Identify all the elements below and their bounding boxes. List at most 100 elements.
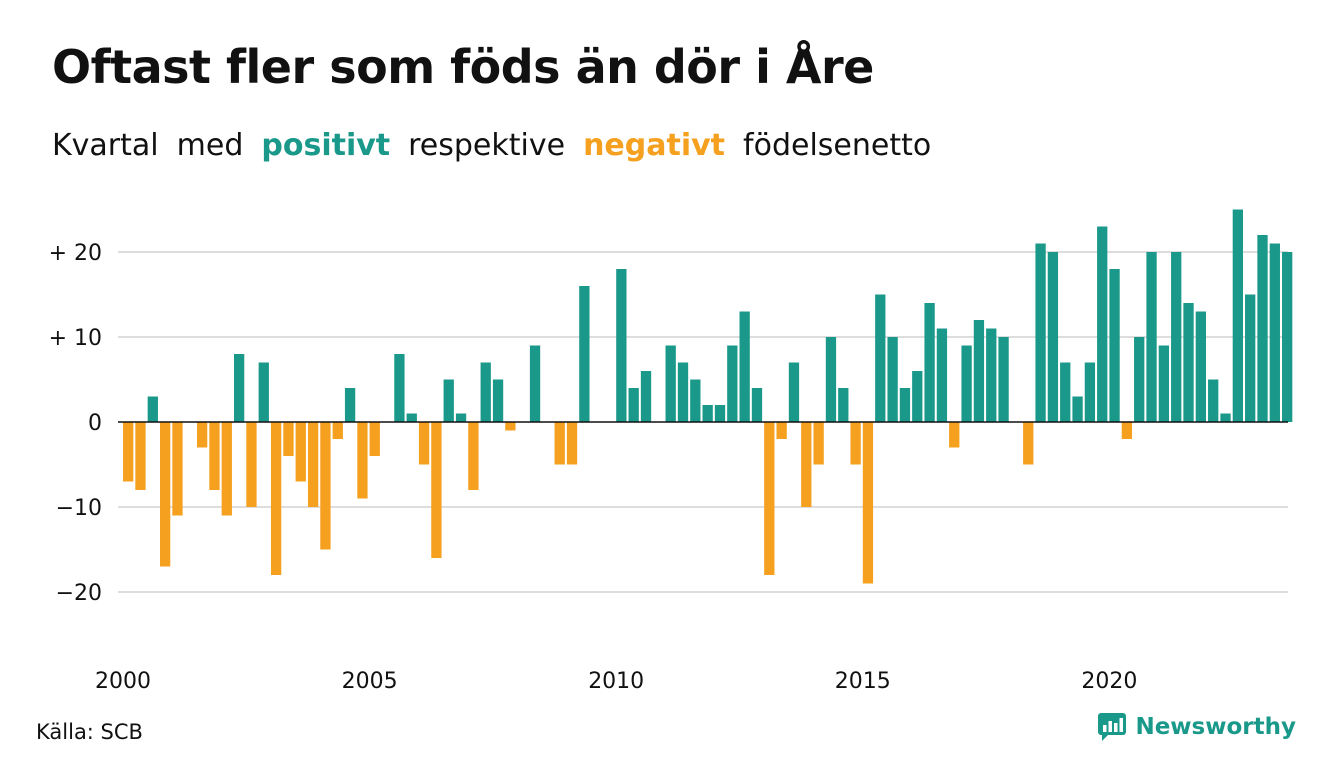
bar-positive bbox=[1084, 362, 1096, 422]
bar-positive bbox=[480, 362, 491, 422]
x-tick-label: 2000 bbox=[95, 669, 151, 694]
bar-negative bbox=[246, 422, 257, 507]
bar-positive bbox=[825, 337, 837, 422]
bar-positive bbox=[394, 354, 405, 422]
bar-positive bbox=[1035, 243, 1046, 422]
bar-positive bbox=[628, 388, 639, 422]
bar-positive bbox=[1171, 252, 1182, 422]
bar-negative bbox=[332, 422, 343, 439]
bar-positive bbox=[1195, 311, 1207, 422]
bar-positive bbox=[406, 413, 417, 422]
bar-positive bbox=[1208, 379, 1219, 422]
bar-positive bbox=[702, 405, 713, 422]
bar-positive bbox=[665, 345, 676, 422]
bar-negative bbox=[566, 422, 578, 465]
bar-positive bbox=[1146, 252, 1157, 422]
bar-positive bbox=[640, 371, 652, 422]
bar-positive bbox=[1269, 243, 1280, 422]
bar-negative bbox=[357, 422, 368, 499]
chart-subtitle: Kvartal med positivt respektive negativt föde… bbox=[52, 128, 949, 163]
bar-positive bbox=[1282, 252, 1293, 422]
bar-positive bbox=[529, 345, 541, 422]
bar-negative bbox=[764, 422, 775, 575]
bar-positive bbox=[998, 337, 1009, 422]
bar-positive bbox=[924, 303, 935, 422]
y-tick-label: 0 bbox=[88, 411, 102, 436]
chart-title: Oftast fler som föds än dör i Åre bbox=[52, 40, 874, 94]
bar-positive bbox=[986, 328, 997, 422]
bar-negative bbox=[172, 422, 183, 516]
bar-positive bbox=[714, 405, 726, 422]
bar-negative bbox=[283, 422, 294, 456]
bar-negative bbox=[468, 422, 479, 490]
bar-positive bbox=[1060, 362, 1071, 422]
bar-positive bbox=[887, 337, 898, 422]
bar-positive bbox=[492, 379, 504, 422]
bar-positive bbox=[258, 362, 269, 422]
bar-positive bbox=[616, 269, 627, 422]
bar-negative bbox=[949, 422, 960, 448]
bar-positive bbox=[899, 388, 911, 422]
y-tick-label: −20 bbox=[56, 581, 102, 606]
bar-positive bbox=[1220, 413, 1231, 422]
bar-positive bbox=[727, 345, 738, 422]
subtitle-word: Kvartal bbox=[52, 128, 159, 163]
subtitle-word: födelsenetto bbox=[743, 128, 932, 163]
bar-positive bbox=[1109, 269, 1120, 422]
bar-negative bbox=[135, 422, 146, 490]
y-tick-label: + 20 bbox=[49, 241, 102, 266]
bar-positive bbox=[1257, 235, 1268, 422]
bar-positive bbox=[690, 379, 701, 422]
subtitle-word: respektive bbox=[408, 128, 566, 163]
y-tick-label: + 10 bbox=[49, 326, 102, 351]
bar-negative bbox=[196, 422, 208, 448]
y-tick-label: −10 bbox=[56, 496, 102, 521]
bar-negative bbox=[776, 422, 787, 439]
bar-positive bbox=[739, 311, 750, 422]
subtitle-negative-label: negativt bbox=[583, 128, 726, 163]
bar-positive bbox=[1097, 226, 1108, 422]
subtitle-positive-label: positivt bbox=[261, 128, 391, 163]
bar-positive bbox=[1183, 303, 1194, 422]
bar-positive bbox=[1232, 209, 1243, 422]
bar-positive bbox=[875, 294, 886, 422]
bar-positive bbox=[1134, 337, 1145, 422]
bar-negative bbox=[431, 422, 442, 558]
bar-positive bbox=[973, 320, 985, 422]
x-tick-label: 2010 bbox=[588, 669, 644, 694]
newsworthy-logo-icon bbox=[1098, 713, 1127, 741]
bar-positive bbox=[961, 345, 972, 422]
bar-positive bbox=[455, 413, 467, 422]
bar-positive bbox=[233, 354, 245, 422]
bar-negative bbox=[850, 422, 861, 465]
bar-negative bbox=[159, 422, 171, 567]
bar-negative bbox=[505, 422, 516, 431]
bar-negative bbox=[369, 422, 380, 456]
bar-positive bbox=[1072, 396, 1083, 422]
bar-negative bbox=[1121, 422, 1133, 439]
bar-negative bbox=[123, 422, 134, 482]
bar-negative bbox=[813, 422, 824, 465]
brand-name: Newsworthy bbox=[1135, 714, 1296, 740]
bar-negative bbox=[209, 422, 220, 490]
bar-positive bbox=[579, 286, 590, 422]
bar-positive bbox=[443, 379, 454, 422]
x-tick-label: 2020 bbox=[1081, 669, 1137, 694]
bar-positive bbox=[1158, 345, 1170, 422]
bar-positive bbox=[751, 388, 763, 422]
bar-negative bbox=[221, 422, 232, 516]
brand-logo: Newsworthy bbox=[1097, 712, 1296, 742]
bar-positive bbox=[147, 396, 158, 422]
bar-negative bbox=[554, 422, 565, 465]
x-tick-label: 2005 bbox=[342, 669, 398, 694]
bar-chart: + 20 + 10 0 −10 −20 2000 2005 2010 2015 2020 bbox=[49, 209, 1293, 694]
bar-positive bbox=[838, 388, 849, 422]
bar-positive bbox=[677, 362, 689, 422]
bar-negative bbox=[320, 422, 331, 550]
source-note: Källa: SCB bbox=[36, 720, 143, 744]
bar-positive bbox=[788, 362, 800, 422]
bar-positive bbox=[344, 388, 356, 422]
bar-negative bbox=[270, 422, 282, 575]
subtitle-word: med bbox=[176, 128, 244, 163]
x-tick-label: 2015 bbox=[835, 669, 891, 694]
